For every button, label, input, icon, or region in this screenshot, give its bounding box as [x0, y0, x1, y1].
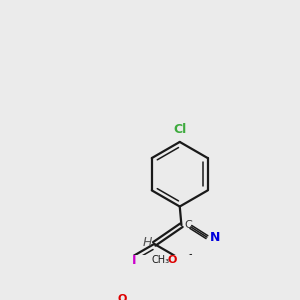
- Text: I: I: [132, 254, 137, 267]
- Text: Cl: Cl: [173, 123, 186, 136]
- Text: CH₃: CH₃: [151, 255, 169, 265]
- Text: N: N: [209, 232, 220, 244]
- Text: C: C: [185, 220, 193, 230]
- Text: O: O: [168, 255, 177, 265]
- Text: H: H: [143, 236, 152, 249]
- Text: O: O: [118, 294, 127, 300]
